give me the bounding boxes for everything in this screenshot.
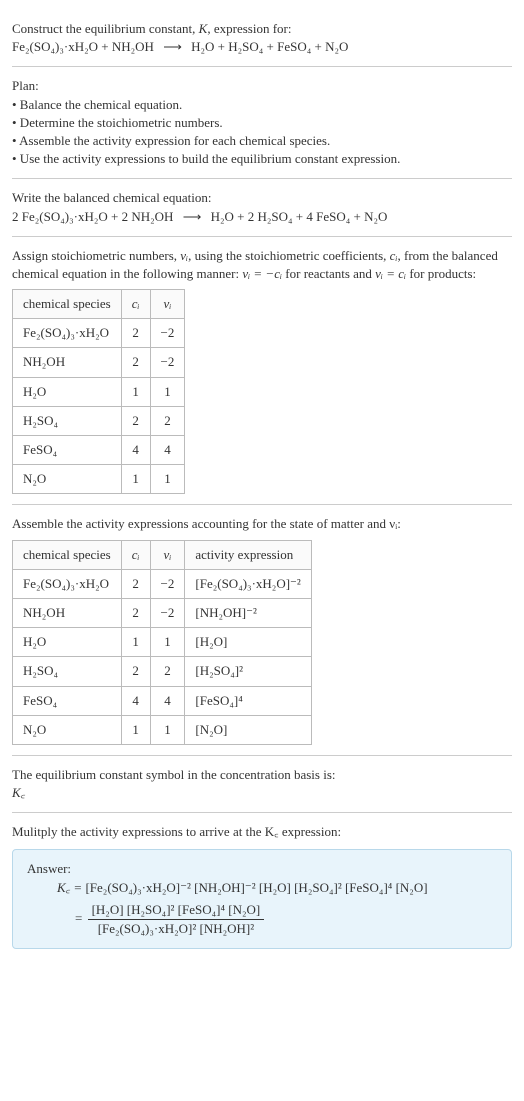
col-nu: νᵢ <box>150 540 185 569</box>
balanced-section: Write the balanced chemical equation: 2 … <box>12 179 512 236</box>
table-row: Fe₂(SO₄)₃·xH₂O2−2[Fe₂(SO₄)₃·xH₂O]⁻² <box>13 569 312 598</box>
intro-line1b: , expression for: <box>207 21 291 36</box>
multiply-line: Mulitply the activity expressions to arr… <box>12 823 512 841</box>
table-row: NH₂OH2−2 <box>13 348 185 377</box>
plan-bullet: • Use the activity expressions to build … <box>12 150 512 168</box>
intro-eq-lhs: Fe₂(SO₄)₃·xH₂O + NH₂OH <box>12 39 154 54</box>
assign-text: Assign stoichiometric numbers, νᵢ, using… <box>12 247 512 283</box>
intro-section: Construct the equilibrium constant, K, e… <box>12 10 512 67</box>
table-row: H₂SO₄22 <box>13 406 185 435</box>
fraction: [H₂O] [H₂SO₄]² [FeSO₄]⁴ [N₂O] [Fe₂(SO₄)₃… <box>88 901 265 938</box>
table-row: NH₂OH2−2[NH₂OH]⁻² <box>13 598 312 627</box>
symbol-kc: K꜀ <box>12 784 512 802</box>
plan-bullet: • Assemble the activity expression for e… <box>12 132 512 150</box>
intro-line1: Construct the equilibrium constant, <box>12 21 199 36</box>
fraction-denominator: [Fe₂(SO₄)₃·xH₂O]² [NH₂OH]² <box>88 920 265 938</box>
activity-section: Assemble the activity expressions accoun… <box>12 505 512 756</box>
balanced-lhs: 2 Fe₂(SO₄)₃·xH₂O + 2 NH₂OH <box>12 209 173 224</box>
plan-bullet: • Balance the chemical equation. <box>12 96 512 114</box>
symbol-section: The equilibrium constant symbol in the c… <box>12 756 512 813</box>
intro-text: Construct the equilibrium constant, K, e… <box>12 20 512 38</box>
table-row: Fe₂(SO₄)₃·xH₂O2−2 <box>13 319 185 348</box>
intro-equation: Fe₂(SO₄)₃·xH₂O + NH₂OH ⟶ H₂O + H₂SO₄ + F… <box>12 38 512 56</box>
table-header-row: chemical species cᵢ νᵢ activity expressi… <box>13 540 312 569</box>
plan-section: Plan: • Balance the chemical equation. •… <box>12 67 512 179</box>
plan-title: Plan: <box>12 77 512 95</box>
col-species: chemical species <box>13 540 122 569</box>
symbol-line: The equilibrium constant symbol in the c… <box>12 766 512 784</box>
col-ci: cᵢ <box>121 290 150 319</box>
answer-label: Answer: <box>27 860 497 878</box>
table-header-row: chemical species cᵢ νᵢ <box>13 290 185 319</box>
fraction-numerator: [H₂O] [H₂SO₄]² [FeSO₄]⁴ [N₂O] <box>88 901 265 920</box>
stoich-table: chemical species cᵢ νᵢ Fe₂(SO₄)₃·xH₂O2−2… <box>12 289 185 494</box>
table-row: FeSO₄44[FeSO₄]⁴ <box>13 686 312 715</box>
answer-line2: = [H₂O] [H₂SO₄]² [FeSO₄]⁴ [N₂O] [Fe₂(SO₄… <box>75 901 497 938</box>
assign-section: Assign stoichiometric numbers, νᵢ, using… <box>12 237 512 506</box>
table-row: H₂O11 <box>13 377 185 406</box>
arrow-icon: ⟶ <box>183 208 202 226</box>
multiply-section: Mulitply the activity expressions to arr… <box>12 813 512 959</box>
balanced-title: Write the balanced chemical equation: <box>12 189 512 207</box>
answer-line1: K꜀ = [Fe₂(SO₄)₃·xH₂O]⁻² [NH₂OH]⁻² [H₂O] … <box>57 879 497 897</box>
table-row: N₂O11 <box>13 465 185 494</box>
table-row: H₂SO₄22[H₂SO₄]² <box>13 657 312 686</box>
plan-bullet: • Determine the stoichiometric numbers. <box>12 114 512 132</box>
intro-eq-rhs: H₂O + H₂SO₄ + FeSO₄ + N₂O <box>191 39 348 54</box>
col-species: chemical species <box>13 290 122 319</box>
balanced-equation: 2 Fe₂(SO₄)₃·xH₂O + 2 NH₂OH ⟶ H₂O + 2 H₂S… <box>12 208 512 226</box>
activity-title: Assemble the activity expressions accoun… <box>12 515 512 533</box>
answer-box: Answer: K꜀ = [Fe₂(SO₄)₃·xH₂O]⁻² [NH₂OH]⁻… <box>12 849 512 949</box>
table-row: N₂O11[N₂O] <box>13 715 312 744</box>
col-ci: cᵢ <box>121 540 150 569</box>
arrow-icon: ⟶ <box>163 38 182 56</box>
balanced-rhs: H₂O + 2 H₂SO₄ + 4 FeSO₄ + N₂O <box>211 209 388 224</box>
activity-table: chemical species cᵢ νᵢ activity expressi… <box>12 540 312 745</box>
table-row: H₂O11[H₂O] <box>13 628 312 657</box>
col-activity: activity expression <box>185 540 311 569</box>
table-row: FeSO₄44 <box>13 436 185 465</box>
col-nu: νᵢ <box>150 290 185 319</box>
